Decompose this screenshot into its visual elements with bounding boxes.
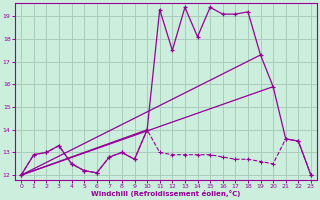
- X-axis label: Windchill (Refroidissement éolien,°C): Windchill (Refroidissement éolien,°C): [91, 190, 241, 197]
